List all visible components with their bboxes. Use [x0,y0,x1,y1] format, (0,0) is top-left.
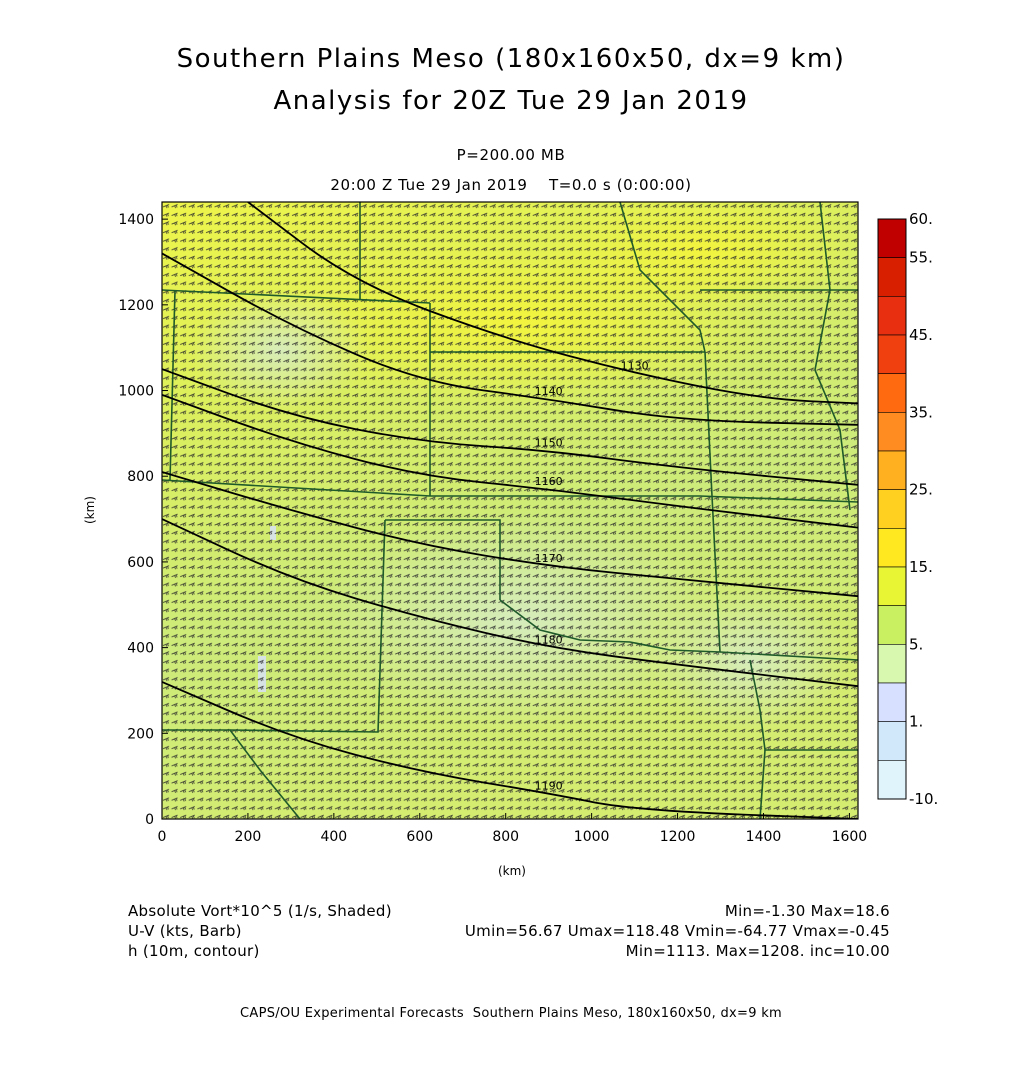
boundary-kansas-south [162,479,858,503]
boundary-red-river [499,599,721,653]
title-line-2: Analysis for 20Z Tue 29 Jan 2019 [273,86,749,116]
colorbar-label: 45. [909,326,933,344]
colorbar-swatch [877,682,907,722]
x-tick-label: 1200 [660,829,696,845]
colorbar-swatch [877,412,907,452]
colorbar-swatch [877,644,907,684]
contour-line [162,368,858,486]
x-axis-ticks: 0 200 400 600 800 1000 1200 1400 1600 [158,813,868,845]
boundary-colorado-west [169,289,176,481]
y-tick-label: 1400 [118,212,154,228]
contour-label: 1150 [535,437,563,450]
height-contours: 1130 1140 1150 1160 1170 1180 1190 [162,202,858,819]
x-tick-label: 1000 [574,829,610,845]
colorbar-label: 55. [909,249,933,267]
contour-line [247,202,858,405]
colorbar-label: 35. [909,403,933,421]
contour-line [162,393,858,529]
boundary-mexico [162,729,301,819]
colorbar-swatch [877,218,907,258]
colorbar-swatch [877,566,907,606]
colorbar-swatch [877,528,907,568]
y-tick-label: 400 [127,641,154,657]
x-tick-label: 200 [235,829,262,845]
valid-time: 20:00 Z Tue 29 Jan 2019 T=0.0 s (0:00:00… [330,176,692,194]
boundary-oklahoma-panhandle [385,519,501,600]
x-tick-label: 1400 [746,829,782,845]
legend-field-1: Absolute Vort*10^5 (1/s, Shaded) [128,902,392,920]
contour-label: 1140 [535,385,563,398]
contour-label: 1180 [535,634,563,647]
colorbar-label: 15. [909,558,933,576]
colorbar-label: 60. [909,210,933,228]
colorbar-frame [877,218,907,800]
plot-area: 1130 1140 1150 1160 1170 1180 1190 [162,202,858,819]
colorbar: 60. 55. 45. 35. 25. 15. 5. 1. -10. [877,210,938,808]
x-tick-label: 1600 [832,829,868,845]
y-tick-label: 200 [127,726,154,742]
boundary-arkansas-west [704,351,721,653]
colorbar-swatch [877,721,907,761]
boundary-louisiana [759,749,766,819]
vorticity-map: 1130 1140 1150 1160 1170 1180 1190 0 200 400 600 8… [83,201,938,878]
legend-field-1-stats: Min=-1.30 Max=18.6 [724,902,890,920]
contour-line [162,471,858,598]
contour-label: 1130 [621,359,649,372]
plot-frame [161,201,859,820]
x-tick-label: 800 [492,829,519,845]
boundary-missouri [619,202,706,353]
colorbar-swatch [877,760,907,800]
pressure-level: P=200.00 MB [456,146,566,164]
y-axis-label: (km) [83,496,97,524]
x-tick-label: 0 [158,829,167,845]
colorbar-swatch [877,489,907,529]
colorbar-swatch [877,373,907,413]
contour-line [162,681,858,819]
colorbar-label: 5. [909,635,923,653]
colorbar-swatch [877,257,907,297]
colorbar-swatch [877,450,907,490]
y-tick-label: 1000 [118,384,154,400]
contour-line [162,252,858,426]
y-tick-label: 1200 [118,298,154,314]
y-tick-label: 0 [145,812,154,828]
contour-label: 1170 [535,552,563,565]
colorbar-swatch [877,605,907,645]
y-axis-ticks: 0 200 400 600 800 1000 1200 1400 [118,212,168,828]
contour-label: 1190 [535,779,563,792]
contour-label: 1160 [535,475,563,488]
boundary-colorado-north [162,289,431,304]
legend-field-3: h (10m, contour) [128,942,260,960]
credit-line: CAPS/OU Experimental Forecasts Southern … [240,1006,782,1021]
x-axis-label: (km) [498,864,526,878]
title-line-1: Southern Plains Meso (180x160x50, dx=9 k… [176,44,846,74]
legend-field-2: U-V (kts, Barb) [128,922,242,940]
colorbar-swatch [877,334,907,374]
colorbar-label: 1. [909,713,923,731]
x-tick-label: 600 [406,829,433,845]
y-tick-label: 800 [127,469,154,485]
colorbar-label: 25. [909,481,933,499]
contour-line [162,518,858,688]
legend-field-2-stats: Umin=56.67 Umax=118.48 Vmin=-64.77 Vmax=… [464,922,890,940]
boundary-mississippi [749,659,858,751]
legend-field-3-stats: Min=1113. Max=1208. inc=10.00 [625,942,890,960]
boundary-arkansas-south [719,651,858,661]
boundary-illinois [814,202,851,511]
colorbar-label: -10. [909,790,938,808]
x-tick-label: 400 [320,829,347,845]
colorbar-swatch [877,296,907,336]
wind-barbs [162,202,858,819]
y-tick-label: 600 [127,555,154,571]
state-boundaries [162,202,858,819]
